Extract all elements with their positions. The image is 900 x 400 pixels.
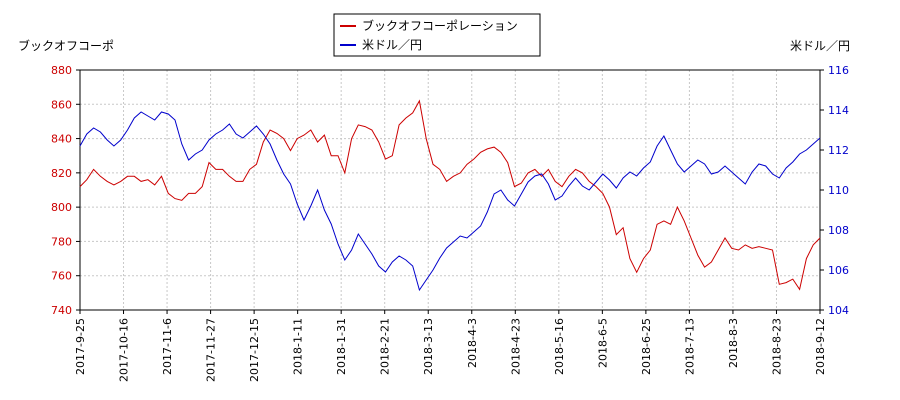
right-tick-label: 110 xyxy=(828,184,849,197)
right-tick-label: 114 xyxy=(828,104,849,117)
x-tick-label: 2018-5-16 xyxy=(553,318,566,375)
left-axis: 740 760 780 800 820 840 860 880 xyxy=(51,64,80,317)
right-tick-label: 116 xyxy=(828,64,849,77)
x-tick-label: 2017-9-25 xyxy=(74,318,87,375)
legend: ブックオフコーポレーション 米ドル／円 xyxy=(333,13,541,57)
right-tick-label: 104 xyxy=(828,304,849,317)
x-tick-label: 2018-8-23 xyxy=(770,318,783,375)
right-tick-label: 108 xyxy=(828,224,849,237)
right-axis: 104 106 108 110 112 114 116 xyxy=(820,64,849,317)
left-tick-label: 880 xyxy=(51,64,72,77)
x-tick-label: 2017-11-27 xyxy=(205,318,218,382)
x-tick-label: 2017-12-15 xyxy=(248,318,261,382)
x-tick-label: 2018-9-12 xyxy=(814,318,827,375)
series-line-2 xyxy=(79,111,821,292)
left-tick-label: 760 xyxy=(51,270,72,283)
plot-frame xyxy=(79,69,821,311)
grid xyxy=(79,69,821,311)
x-axis: 2017-9-25 2017-10-16 2017-11-6 2017-11-27 20… xyxy=(74,310,827,382)
x-tick-label: 2018-6-5 xyxy=(596,318,609,368)
x-tick-label: 2017-10-16 xyxy=(118,318,131,382)
x-tick-label: 2018-4-3 xyxy=(466,318,479,368)
legend-label-series-2: 米ドル／円 xyxy=(362,38,422,52)
x-tick-label: 2018-8-3 xyxy=(727,318,740,368)
right-tick-label: 106 xyxy=(828,264,849,277)
left-tick-label: 740 xyxy=(51,304,72,317)
series-layer xyxy=(79,99,821,292)
left-tick-label: 780 xyxy=(51,235,72,248)
x-tick-label: 2018-7-13 xyxy=(683,318,696,375)
legend-label-series-1: ブックオフコーポレーション xyxy=(362,18,518,33)
left-tick-label: 800 xyxy=(51,201,72,214)
x-tick-label: 2018-2-21 xyxy=(379,318,392,375)
x-tick-label: 2018-1-11 xyxy=(292,318,305,375)
series-line-1 xyxy=(79,99,821,291)
right-axis-label: 米ドル／円 xyxy=(790,39,850,53)
x-tick-label: 2017-11-6 xyxy=(161,318,174,375)
x-tick-label: 2018-4-23 xyxy=(509,318,522,375)
x-tick-label: 2018-3-13 xyxy=(422,318,435,375)
left-axis-label: ブックオフコーポ xyxy=(18,38,114,53)
left-tick-label: 840 xyxy=(51,133,72,146)
x-tick-label: 2018-1-31 xyxy=(335,318,348,375)
x-tick-label: 2018-6-25 xyxy=(640,318,653,375)
right-tick-label: 112 xyxy=(828,144,849,157)
legend-box xyxy=(333,13,541,57)
left-tick-label: 860 xyxy=(51,98,72,111)
left-tick-label: 820 xyxy=(51,167,72,180)
